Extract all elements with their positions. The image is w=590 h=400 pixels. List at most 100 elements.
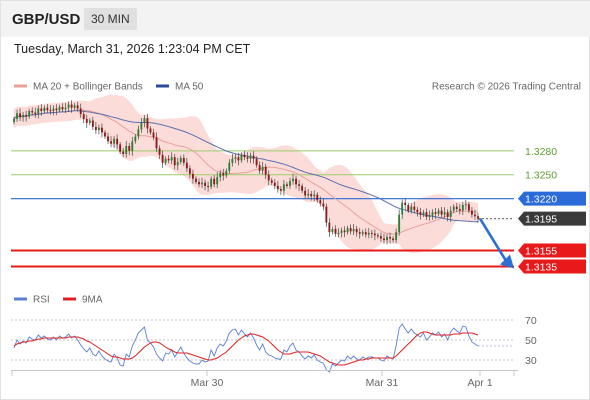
support-label-text: 1.3155 (525, 245, 557, 257)
candle-body (43, 107, 46, 111)
level-labels: 1.3280 1.3250 1.3220 1.3195 1.3155 1.3135 (518, 146, 586, 274)
x-tick-label: Mar 30 (191, 377, 224, 389)
candle-body (34, 112, 37, 115)
candle-body (16, 113, 18, 119)
candle-body (349, 228, 352, 232)
candle-body (383, 238, 385, 241)
candle-body (46, 107, 49, 111)
candle-body (343, 230, 346, 233)
forecast-arrow (478, 217, 514, 269)
candle-body (222, 173, 225, 176)
candle-body (237, 157, 240, 161)
candle-body (204, 182, 206, 186)
candle-body (264, 166, 267, 175)
candle-body (440, 210, 443, 215)
rsi-line (13, 323, 479, 373)
pivot-label-text: 1.3220 (525, 194, 557, 206)
candle-body (243, 154, 246, 158)
bollinger-bands (14, 94, 478, 254)
level-label-1.3135: 1.3135 (518, 259, 586, 274)
candle-body (213, 178, 216, 185)
candle-body (97, 127, 100, 131)
candle-body (191, 173, 194, 179)
candle-body (137, 129, 140, 137)
candle-body (249, 155, 252, 159)
candle-body (131, 141, 134, 151)
candle-body (425, 212, 428, 217)
candle-body (301, 185, 304, 191)
candle-body (25, 114, 28, 117)
candle-body (64, 107, 67, 110)
candle-body (167, 158, 170, 161)
level-label-1.3155: 1.3155 (518, 243, 586, 258)
candle-body (322, 203, 325, 207)
candle-body (85, 118, 88, 123)
candle-body (122, 151, 125, 155)
candle-body (104, 132, 106, 137)
x-tick-label: Mar 31 (366, 377, 399, 389)
x-tick-label: Apr 1 (467, 377, 492, 389)
candle-body (286, 184, 288, 186)
candle-body (261, 166, 264, 171)
legend-ma20-label: MA 20 + Bollinger Bands (33, 82, 143, 93)
candle-body (380, 236, 382, 239)
candle-body (146, 118, 149, 129)
bollinger-band-area (14, 94, 478, 254)
candle-body (467, 204, 470, 211)
ma20-line (13, 109, 479, 235)
candle-body (188, 168, 191, 174)
candle-body (225, 170, 228, 176)
candle-body (82, 114, 85, 119)
candle-body (149, 128, 152, 133)
support-label-box (518, 259, 586, 274)
candle-body (416, 209, 419, 213)
support-label-text: 1.3135 (525, 261, 557, 273)
candle-body (373, 233, 376, 236)
candle-body (210, 178, 213, 187)
candle-body (119, 144, 122, 152)
candle-body (328, 222, 331, 233)
candle-body (55, 108, 58, 111)
candle-body (67, 104, 70, 108)
candle-body (319, 200, 322, 204)
candle-body (195, 178, 197, 182)
candle-body (355, 228, 358, 233)
candle-body (219, 173, 222, 178)
legend-9ma-swatch (63, 297, 76, 301)
candle-body (70, 104, 73, 108)
support-label-box (518, 243, 586, 258)
candle-body (179, 158, 182, 162)
candle-body (337, 232, 340, 234)
candle-body (455, 206, 458, 210)
candle-body (419, 212, 422, 215)
candle-body (386, 236, 388, 241)
candle-body (164, 158, 167, 163)
candle-body (367, 232, 370, 235)
candle-body (246, 157, 249, 159)
candle-body (255, 158, 258, 166)
level-label-1.3220: 1.3220 (518, 191, 586, 206)
candle-body (128, 146, 131, 151)
candle-body (143, 118, 146, 123)
forecast-arrow-head (500, 254, 514, 269)
candle-body (240, 154, 243, 161)
candle-body (173, 157, 176, 166)
candle-body (198, 181, 200, 185)
candle-body (201, 182, 203, 185)
candle-body (331, 228, 334, 233)
currency-pair-title: GBP/USD (12, 11, 81, 28)
copyright-label: Research © 2026 Trading Central (432, 82, 581, 93)
forecast-arrow-shaft (478, 217, 509, 264)
current-label-text: 1.3195 (525, 214, 557, 226)
candle-body (176, 161, 179, 166)
candle-body (346, 228, 349, 233)
candle-body (273, 182, 276, 186)
candlesticks (13, 100, 479, 245)
candle-body (116, 138, 119, 145)
rsi-9ma-line (13, 331, 479, 366)
candle-body (107, 136, 109, 142)
candle-body (252, 155, 255, 159)
price-levels (11, 150, 514, 268)
level-label-1.3250: 1.3250 (525, 170, 557, 182)
timeframe-badge[interactable]: 30 MIN (84, 8, 137, 30)
